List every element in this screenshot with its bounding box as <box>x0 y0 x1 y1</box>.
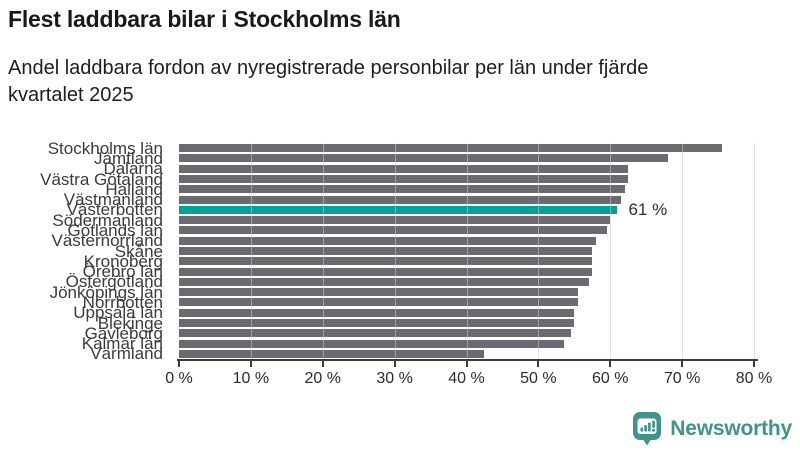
bar-gavleborg <box>179 329 571 338</box>
x-tickmark-70 <box>681 361 684 367</box>
y-label-skane: Skåne <box>114 241 163 261</box>
bar-gotlands-lan <box>179 226 607 235</box>
y-label-ostergotland: Östergötland <box>65 272 163 292</box>
x-tickmark-10 <box>249 361 252 367</box>
newsworthy-logo-icon <box>633 412 662 446</box>
x-ticklabel-40: 40 % <box>448 370 485 387</box>
y-label-gotlands-lan: Gotlands län <box>67 220 163 240</box>
brand-footer[interactable]: Newsworthy <box>631 411 792 446</box>
plot-area: 61 % <box>179 143 755 359</box>
chart-subtitle-line2: kvartalet 2025 <box>8 84 134 106</box>
gridline-50 <box>538 143 540 359</box>
chart-subtitle-line1: Andel laddbara fordon av nyregistrerade … <box>8 57 649 79</box>
x-ticklabel-30: 30 % <box>376 370 413 387</box>
x-tickmark-40 <box>465 361 468 367</box>
x-axis-line <box>177 359 758 361</box>
bar-varmland <box>179 349 485 358</box>
gridline-60 <box>610 143 612 359</box>
bar-ostergotland <box>179 277 589 286</box>
bar-jonkopings-lan <box>179 288 578 297</box>
y-label-blekinge: Blekinge <box>97 313 163 333</box>
y-label-vasternorrland: Västernorrland <box>51 231 163 251</box>
gridline-40 <box>466 143 468 359</box>
bar-stockholms-lan <box>179 144 722 153</box>
bar-kalmar-lan <box>179 339 564 348</box>
y-label-halland: Halland <box>105 179 163 199</box>
chart-subtitle: Andel laddbara fordon av nyregistrerade … <box>8 55 648 109</box>
bar-uppsala-lan <box>179 308 575 317</box>
highlight-value-label: 61 % <box>628 199 668 219</box>
y-label-vasterbotten: Västerbotten <box>66 200 163 220</box>
bar-dalarna <box>179 164 629 173</box>
bar-kronoberg <box>179 257 593 266</box>
x-ticklabel-60: 60 % <box>592 370 629 387</box>
bar-blekinge <box>179 319 575 327</box>
y-label-orebro-lan: Örebro län <box>82 262 163 282</box>
bar-halland <box>179 185 625 194</box>
bar-vastra-gotaland <box>179 175 629 183</box>
x-tickmark-50 <box>537 361 540 367</box>
x-axis-ticks: 0 % 10 % 20 % 30 % 40 % 50 % 60 % 70 % 80 % <box>165 361 772 393</box>
y-label-sodermanland: Södermanland <box>52 210 163 230</box>
y-label-kalmar-lan: Kalmar län <box>81 334 163 354</box>
gridline-70 <box>682 143 684 359</box>
y-label-varmland: Värmland <box>90 344 163 364</box>
y-label-dalarna: Dalarna <box>103 159 163 179</box>
x-ticklabel-10: 10 % <box>232 370 270 387</box>
x-ticklabel-70: 70 % <box>663 370 701 387</box>
x-tickmark-30 <box>393 361 396 367</box>
y-label-uppsala-lan: Uppsala län <box>73 303 163 323</box>
y-label-gavleborg: Gävleborg <box>84 323 163 343</box>
x-tickmark-0 <box>178 361 180 367</box>
y-label-stockholms-lan: Stockholms län <box>47 138 163 158</box>
x-tickmark-60 <box>609 361 612 367</box>
y-label-jamtland: Jämtland <box>94 148 163 168</box>
brand-name: Newsworthy <box>670 416 792 440</box>
gridline-30 <box>394 143 396 359</box>
x-ticklabel-0: 0 % <box>165 370 193 387</box>
bar-vastmanland <box>179 195 622 204</box>
y-label-vastmanland: Västmanland <box>63 190 163 210</box>
y-label-kronoberg: Kronoberg <box>83 251 163 271</box>
gridline-80 <box>754 143 755 359</box>
y-label-norrbotten: Norrbotten <box>82 292 163 312</box>
x-ticklabel-20: 20 % <box>304 370 341 387</box>
x-ticklabel-80: 80 % <box>735 370 773 387</box>
bar-norrbotten <box>179 298 578 307</box>
y-label-jonkopings-lan: Jönköpings län <box>49 282 163 302</box>
bar-skane <box>179 247 593 255</box>
x-tickmark-80 <box>753 361 755 367</box>
bar-vasterbotten <box>179 205 618 214</box>
gridline-10 <box>250 143 252 359</box>
bar-vasternorrland <box>179 236 596 245</box>
chart-title: Flest laddbara bilar i Stockholms län <box>8 6 401 32</box>
bar-jamtland <box>179 154 668 163</box>
x-ticklabel-50: 50 % <box>520 370 557 387</box>
gridline-20 <box>322 143 324 359</box>
bar-orebro-lan <box>179 267 593 276</box>
y-axis-labels: Stockholms län Jämtland Dalarna Västra Göta… <box>0 138 163 364</box>
x-tickmark-20 <box>321 361 324 367</box>
y-label-vastra-gotaland: Västra Götaland <box>40 169 163 189</box>
